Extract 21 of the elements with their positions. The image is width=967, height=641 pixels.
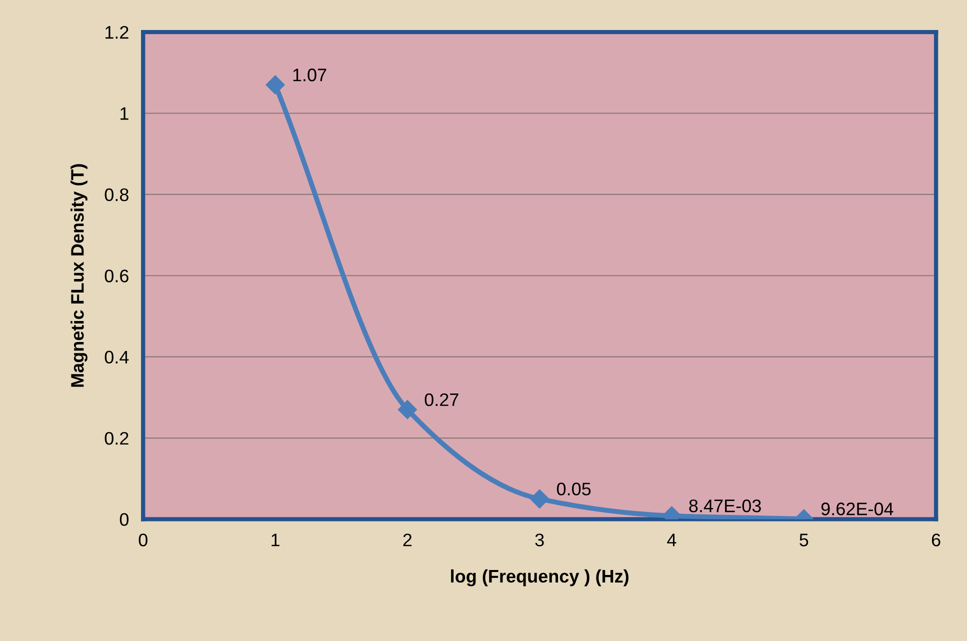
x-tick-label: 6 xyxy=(932,534,940,546)
y-axis-title: Magnetic FLux Density (T) xyxy=(70,164,88,387)
x-tick-label: 0 xyxy=(138,534,148,546)
x-tick-label: 5 xyxy=(800,534,808,546)
data-label: 0.05 xyxy=(556,482,591,496)
y-tick-label: 0.2 xyxy=(104,432,128,445)
y-tick-label: 0.8 xyxy=(104,188,128,202)
y-tick-label: 1.2 xyxy=(106,26,128,39)
x-tick-label: 4 xyxy=(667,534,676,546)
x-tick-label: 1 xyxy=(272,534,280,546)
data-label: 8.47E-03 xyxy=(689,500,761,512)
x-tick-label: 2 xyxy=(403,534,412,546)
y-tick-label: 0 xyxy=(120,513,129,526)
data-label: 0.27 xyxy=(424,393,458,406)
y-tick-label: 1 xyxy=(120,107,128,120)
x-tick-label: 3 xyxy=(535,534,544,546)
data-label: 9.62E-04 xyxy=(821,502,894,516)
x-axis-title: log (Frequency ) (Hz) xyxy=(451,569,628,586)
data-label: 1.07 xyxy=(293,68,326,82)
y-tick-label: 0.6 xyxy=(104,270,128,282)
y-tick-label: 0.4 xyxy=(104,350,129,364)
